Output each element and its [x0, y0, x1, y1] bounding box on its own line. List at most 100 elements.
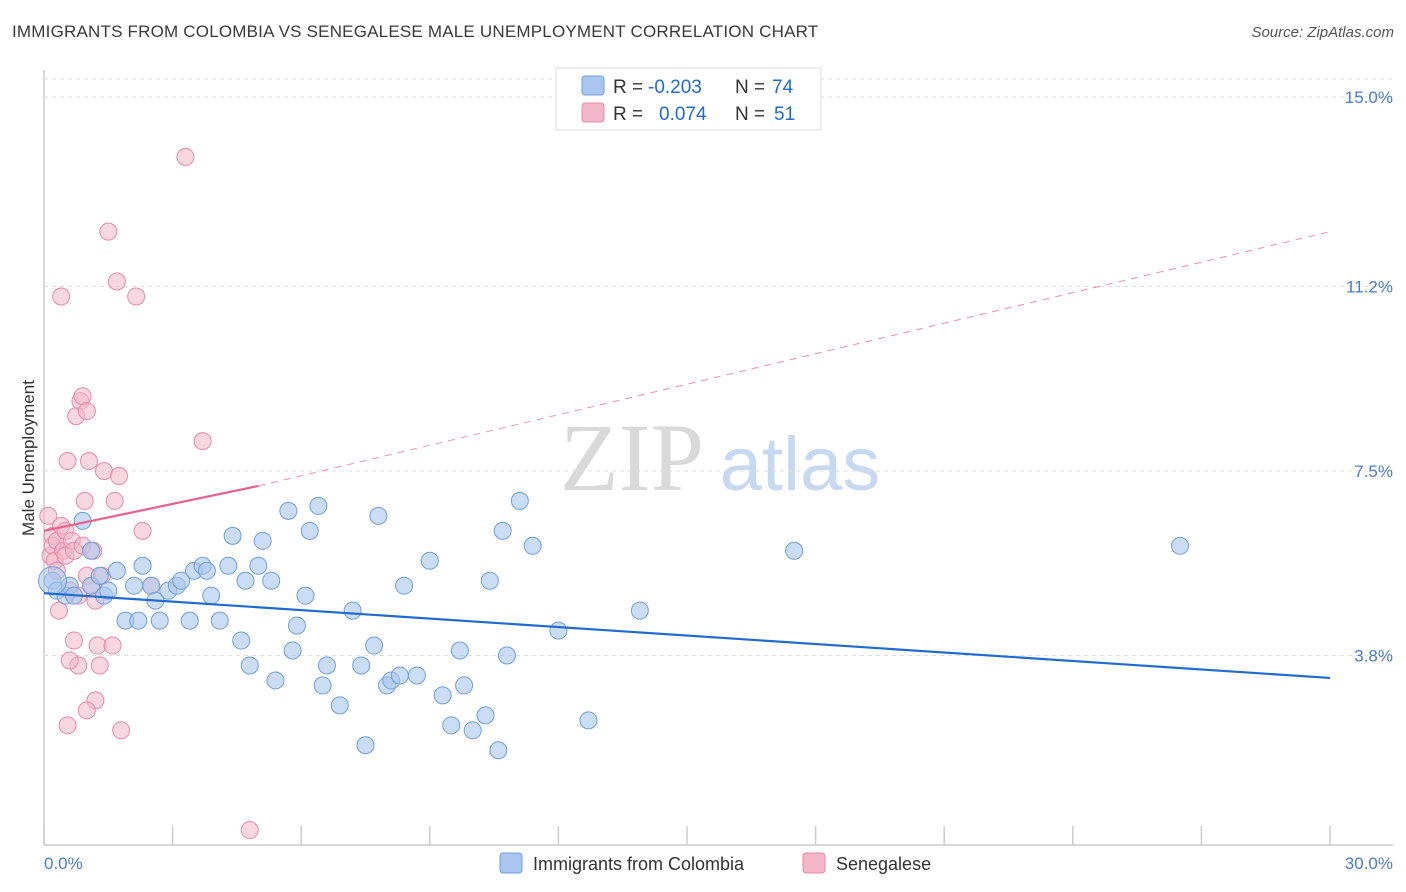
- y-tick-label: 15.0%: [1345, 88, 1393, 107]
- colombia-point: [279, 501, 298, 520]
- colombia-point: [390, 666, 409, 685]
- senegalese-trend-line: [43, 484, 259, 532]
- colombia-point: [219, 556, 238, 575]
- colombia-point: [240, 656, 259, 675]
- legend-r-value-senegalese: 0.074: [659, 104, 707, 125]
- colombia-point: [523, 536, 542, 555]
- y-tick-label: 3.8%: [1354, 647, 1393, 666]
- colombia-point: [133, 556, 152, 575]
- colombia-point: [150, 611, 169, 630]
- bottom-legend-label-senegalese: Senegalese: [836, 854, 931, 874]
- senegalese-point: [193, 432, 212, 451]
- senegalese-point: [52, 287, 71, 306]
- x-tick-label-min: 0.0%: [44, 854, 83, 873]
- x-tick-label-max: 30.0%: [1345, 854, 1393, 873]
- gridlines: [44, 78, 1393, 657]
- colombia-point: [266, 671, 285, 690]
- colombia-point: [197, 561, 216, 580]
- colombia-point: [317, 656, 336, 675]
- colombia-point: [180, 611, 199, 630]
- senegalese-point: [240, 821, 259, 840]
- colombia-point: [283, 641, 302, 660]
- colombia-point: [365, 636, 384, 655]
- senegalese-point: [127, 287, 146, 306]
- colombia-point: [129, 611, 148, 630]
- legend-n-value-senegalese: 51: [774, 104, 795, 125]
- colombia-point: [510, 491, 529, 510]
- bottom-legend: Immigrants from Colombia Senegalese: [499, 852, 931, 874]
- colombia-point: [330, 696, 349, 715]
- x-ticks: [43, 826, 1331, 845]
- trend-lines: [43, 231, 1331, 680]
- colombia-point: [455, 676, 474, 695]
- colombia-point: [480, 571, 499, 590]
- colombia-point: [99, 581, 118, 600]
- colombia-point: [287, 616, 306, 635]
- colombia-point: [489, 741, 508, 760]
- colombia-point: [82, 541, 101, 560]
- senegalese-point: [110, 466, 129, 485]
- colombia-point: [1170, 536, 1189, 555]
- colombia-point: [236, 571, 255, 590]
- bottom-legend-label-colombia: Immigrants from Colombia: [533, 854, 745, 874]
- colombia-point: [210, 611, 229, 630]
- senegalese-point: [58, 452, 77, 471]
- y-tick-label: 7.5%: [1354, 462, 1393, 481]
- colombia-point: [420, 551, 439, 570]
- legend-n-value-colombia: 74: [772, 77, 794, 98]
- colombia-trend-line: [43, 592, 1331, 680]
- colombia-point: [202, 586, 221, 605]
- colombia-point: [313, 676, 332, 695]
- senegalese-point: [50, 601, 69, 620]
- colombia-point: [296, 586, 315, 605]
- legend-n-label-senegalese: N =: [735, 104, 765, 125]
- data-points: [38, 147, 1189, 840]
- legend-r-label-senegalese: R =: [613, 104, 643, 125]
- colombia-point: [630, 601, 649, 620]
- colombia-point: [223, 526, 242, 545]
- colombia-point: [549, 621, 568, 640]
- legend-swatch-colombia: [581, 75, 605, 96]
- watermark-zip: ZIP: [560, 404, 704, 511]
- senegalese-point: [39, 506, 58, 525]
- senegalese-point: [103, 636, 122, 655]
- colombia-point: [785, 541, 804, 560]
- colombia-point: [172, 571, 191, 590]
- senegalese-point: [95, 462, 114, 480]
- senegalese-point: [77, 402, 96, 421]
- colombia-point: [356, 736, 375, 755]
- colombia-point: [300, 521, 319, 540]
- bottom-legend-swatch-senegalese: [802, 852, 826, 874]
- legend: R = -0.203 N = 74 R = 0.074 N = 51: [555, 67, 822, 131]
- y-tick-label: 11.2%: [1346, 277, 1393, 296]
- senegalese-point: [105, 491, 124, 510]
- y-tick-labels: 3.8% 7.5% 11.2% 15.0%: [1345, 88, 1393, 666]
- senegalese-point: [112, 721, 131, 740]
- colombia-point: [395, 576, 414, 595]
- colombia-point: [442, 716, 461, 735]
- colombia-point: [450, 641, 469, 660]
- colombia-point: [90, 566, 109, 585]
- senegalese-point: [90, 656, 109, 675]
- watermark-atlas: atlas: [720, 422, 881, 507]
- senegalese-point: [58, 716, 77, 735]
- watermark: ZIP atlas: [560, 404, 880, 511]
- senegalese-point: [107, 272, 126, 291]
- senegalese-point: [65, 631, 84, 650]
- legend-n-label-colombia: N =: [735, 77, 765, 98]
- colombia-point: [232, 631, 251, 650]
- source-label: Source: ZipAtlas.com: [1251, 24, 1394, 41]
- senegalese-point: [75, 491, 94, 510]
- colombia-point: [249, 556, 268, 575]
- colombia-point: [497, 646, 516, 665]
- colombia-point: [579, 711, 598, 730]
- senegalese-point: [77, 701, 96, 720]
- y-axis-label: Male Unemployment: [19, 380, 38, 536]
- senegalese-point: [176, 147, 195, 166]
- colombia-cluster-point: [38, 566, 68, 596]
- colombia-point: [493, 521, 512, 540]
- colombia-point: [369, 506, 388, 525]
- colombia-point: [125, 576, 144, 595]
- senegalese-trend-extension: [258, 231, 1331, 487]
